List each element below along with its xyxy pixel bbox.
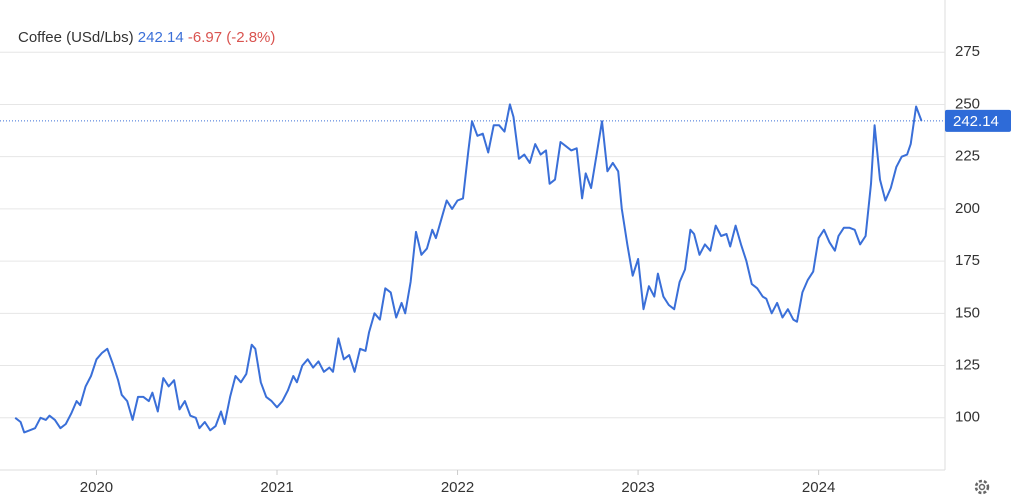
change: -6.97 (-2.8%) xyxy=(188,29,276,46)
x-tick-label: 2024 xyxy=(802,479,835,496)
y-tick-label: 275 xyxy=(955,43,980,60)
y-tick-label: 100 xyxy=(955,409,980,426)
chart-title: Coffee (USd/Lbs) 242.14 -6.97 (-2.8%) xyxy=(18,29,275,46)
gear xyxy=(974,479,990,495)
x-tick-label: 2022 xyxy=(441,479,474,496)
last-price-box xyxy=(945,109,1011,132)
title: Coffee (USd/Lbs) xyxy=(18,29,134,46)
x-tick-label: 2020 xyxy=(80,479,113,496)
last-price-label: 242.14 xyxy=(953,113,999,130)
x-tick-label: 2023 xyxy=(621,479,654,496)
gear-hub xyxy=(978,483,986,491)
price: 242.14 xyxy=(138,29,184,46)
y-tick-label: 175 xyxy=(955,252,980,269)
price-line xyxy=(14,103,923,434)
settings-icon[interactable] xyxy=(974,479,990,495)
y-tick-label: 150 xyxy=(955,304,980,321)
y-tick-label: 125 xyxy=(955,357,980,374)
y-tick-label: 225 xyxy=(955,148,980,165)
x-tick-label: 2021 xyxy=(260,479,293,496)
y-tick-label: 200 xyxy=(955,200,980,217)
y-tick-label: 250 xyxy=(955,95,980,112)
